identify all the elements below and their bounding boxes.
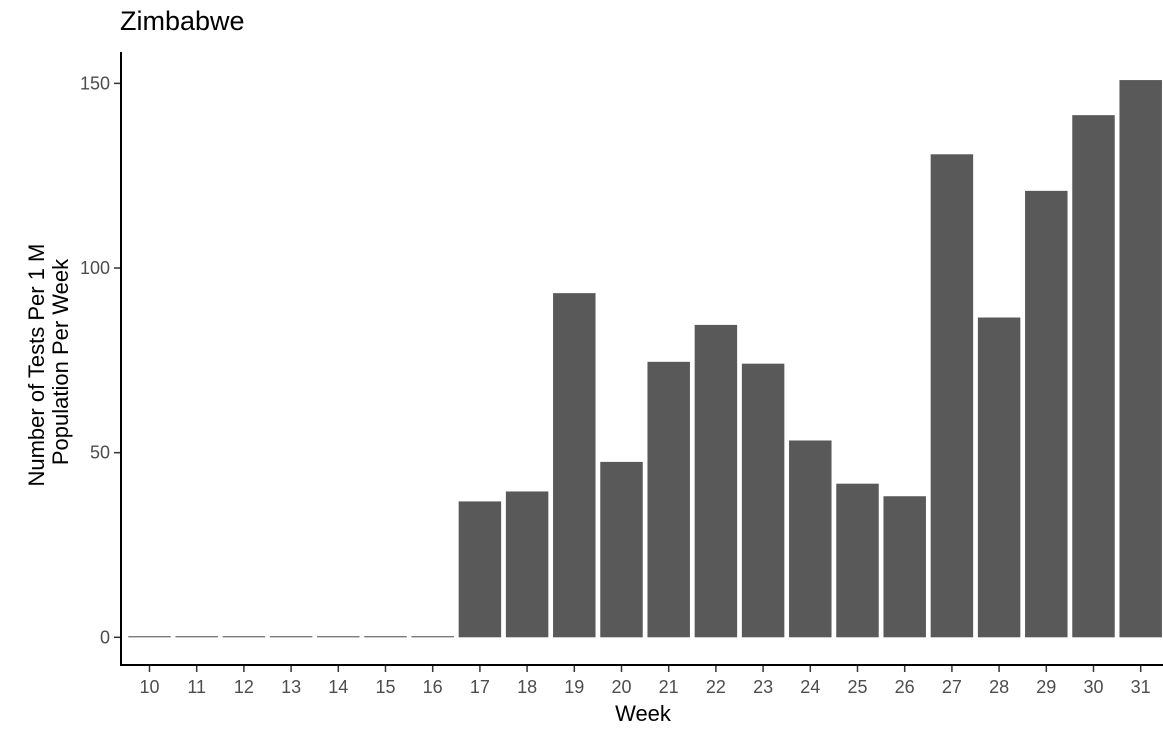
x-tick-label: 16	[423, 677, 443, 697]
x-tick-label: 14	[328, 677, 348, 697]
y-tick-label: 100	[80, 258, 110, 278]
x-axis-ticks: 10 11 12 13 14 15 16 17 18 19 20 21 22 23 24 25 26 27 28 29…	[139, 665, 1151, 697]
y-axis-label-line-2: Population Per Week	[48, 258, 73, 465]
x-tick-label: 13	[281, 677, 301, 697]
y-tick-label: 0	[100, 627, 110, 647]
bar-week-27	[930, 154, 974, 638]
bar-week-21	[647, 361, 690, 638]
x-axis-label: Week	[615, 701, 672, 726]
x-tick-label: 29	[1036, 677, 1056, 697]
y-tick-label: 150	[80, 73, 110, 93]
y-axis-label-line-1: Number of Tests Per 1 M	[24, 244, 49, 487]
bar-week-12	[222, 636, 266, 638]
y-axis-ticks: 0 50 100 150	[80, 73, 121, 647]
bar-week-20	[600, 461, 643, 638]
x-tick-label: 18	[517, 677, 537, 697]
bar-week-13	[269, 636, 313, 638]
bar-week-26	[883, 496, 926, 638]
x-tick-label: 10	[139, 677, 159, 697]
bar-week-11	[175, 636, 218, 638]
bar-week-29	[1025, 190, 1068, 638]
x-tick-label: 21	[659, 677, 679, 697]
x-tick-label: 30	[1083, 677, 1103, 697]
x-tick-label: 15	[375, 677, 395, 697]
y-tick-label: 50	[90, 443, 110, 463]
x-tick-label: 20	[611, 677, 631, 697]
bar-week-19	[553, 293, 596, 638]
x-tick-label: 23	[753, 677, 773, 697]
bar-week-22	[694, 324, 738, 638]
bar-week-25	[836, 483, 879, 638]
x-tick-label: 24	[800, 677, 820, 697]
bar-week-14	[317, 636, 360, 638]
x-tick-label: 25	[847, 677, 867, 697]
bar-week-18	[505, 491, 549, 638]
x-tick-label: 12	[234, 677, 254, 697]
bar-week-15	[364, 636, 407, 638]
y-axis-label: Number of Tests Per 1 M Population Per W…	[24, 237, 73, 486]
x-tick-label: 11	[187, 677, 206, 697]
x-tick-label: 17	[470, 677, 490, 697]
chart-title: Zimbabwe	[120, 6, 245, 36]
x-tick-label: 27	[942, 677, 962, 697]
bars-group	[128, 80, 1162, 638]
bar-week-17	[458, 501, 502, 638]
bar-week-30	[1072, 115, 1115, 638]
bar-week-10	[128, 636, 171, 638]
x-tick-label: 31	[1131, 677, 1151, 697]
x-tick-label: 22	[706, 677, 726, 697]
bar-week-16	[411, 636, 454, 638]
bar-week-31	[1119, 80, 1162, 638]
bar-week-23	[741, 363, 785, 638]
bar-week-24	[789, 440, 832, 638]
x-tick-label: 28	[989, 677, 1009, 697]
x-tick-label: 19	[564, 677, 584, 697]
bar-week-28	[977, 317, 1021, 638]
x-tick-label: 26	[895, 677, 915, 697]
